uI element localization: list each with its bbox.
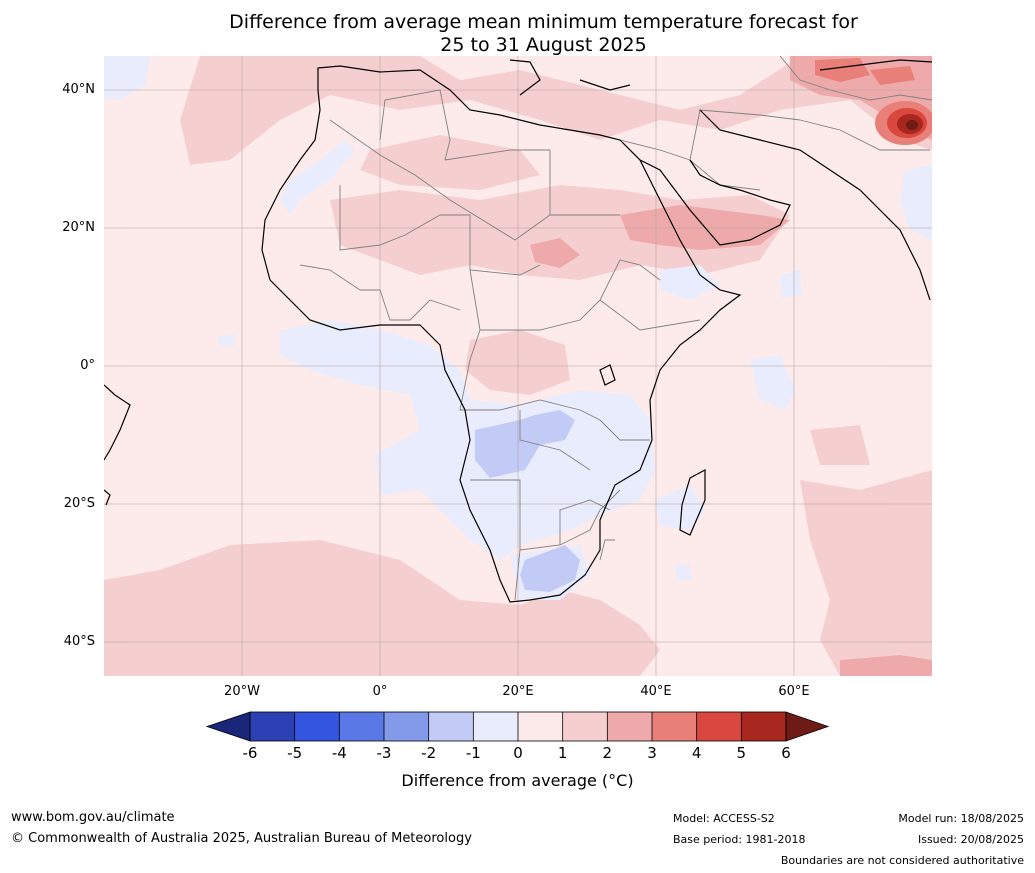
colorbar-tick-label: -4 [331,744,347,762]
colorbar-segment [294,712,340,741]
colorbar-tick-label: 0 [513,744,523,762]
colorbar-tick-label: 6 [781,744,791,762]
colorbar-segment [607,712,652,741]
lat-label-20n: 20°N [62,220,95,235]
colorbar-segment [652,712,697,741]
footer-model: Model: ACCESS-S2 [673,812,775,825]
lat-label-40s: 40°S [63,634,95,649]
colorbar-segment [339,712,384,741]
footer-model-run: Model run: 18/08/2025 [898,812,1024,825]
colorbar-tick-label: 2 [602,744,613,762]
footer-boundaries-note: Boundaries are not considered authoritat… [780,854,1024,867]
colorbar-label: Difference from average (°C) [401,771,634,790]
colorbar-tick-label: -6 [242,744,258,762]
lat-label-equator: 0° [80,358,95,373]
colorbar-tick-label: 5 [736,744,747,762]
coastlines [104,59,932,603]
colorbar-tick-label: 1 [557,744,568,762]
colorbar-extend-high [785,711,830,742]
footer-copyright: © Commonwealth of Australia 2025, Austra… [11,831,472,846]
colorbar-segment [473,712,518,741]
colorbar-tick-label: 3 [647,744,657,762]
colorbar-extend-low [205,711,251,742]
colorbar-tick-label: -5 [287,744,303,762]
colorbar-segment [562,712,608,741]
colorbar-segment [518,712,563,741]
map-title-line-1: Difference from average mean minimum tem… [229,11,858,33]
anomaly-minus-2-to-minus-1-regions [475,410,580,592]
colorbar-tick-label: -2 [421,744,437,762]
colorbar [205,711,830,742]
lon-label-40e: 40°E [640,684,672,699]
colorbar-segment [696,712,742,741]
map-gridlines [104,56,932,676]
footer-website: www.bom.gov.au/climate [11,810,175,825]
colorbar-segment [741,712,786,741]
lon-label-20e: 20°E [502,684,534,699]
colorbar-segment [250,712,295,741]
map-area [104,56,932,676]
colorbar-segment [428,712,474,741]
colorbar-tick-label: -1 [465,744,481,762]
colorbar-tick-label: -3 [376,744,392,762]
lon-label-0: 0° [372,684,388,699]
footer-base-period: Base period: 1981-2018 [673,833,806,846]
footer-issued: Issued: 20/08/2025 [917,833,1024,846]
colorbar-tick-label: 4 [691,744,702,762]
anomaly-above-6-region [906,120,918,130]
country-borders [299,56,932,601]
map-title-line-2: 25 to 31 August 2025 [440,34,647,56]
lat-label-40n: 40°N [62,82,95,97]
lon-label-60e: 60°E [778,684,810,699]
lon-label-20w: 20°W [224,684,260,699]
colorbar-segment [384,712,429,741]
colorbar-frame [249,711,787,742]
lat-label-20s: 20°S [63,496,95,511]
